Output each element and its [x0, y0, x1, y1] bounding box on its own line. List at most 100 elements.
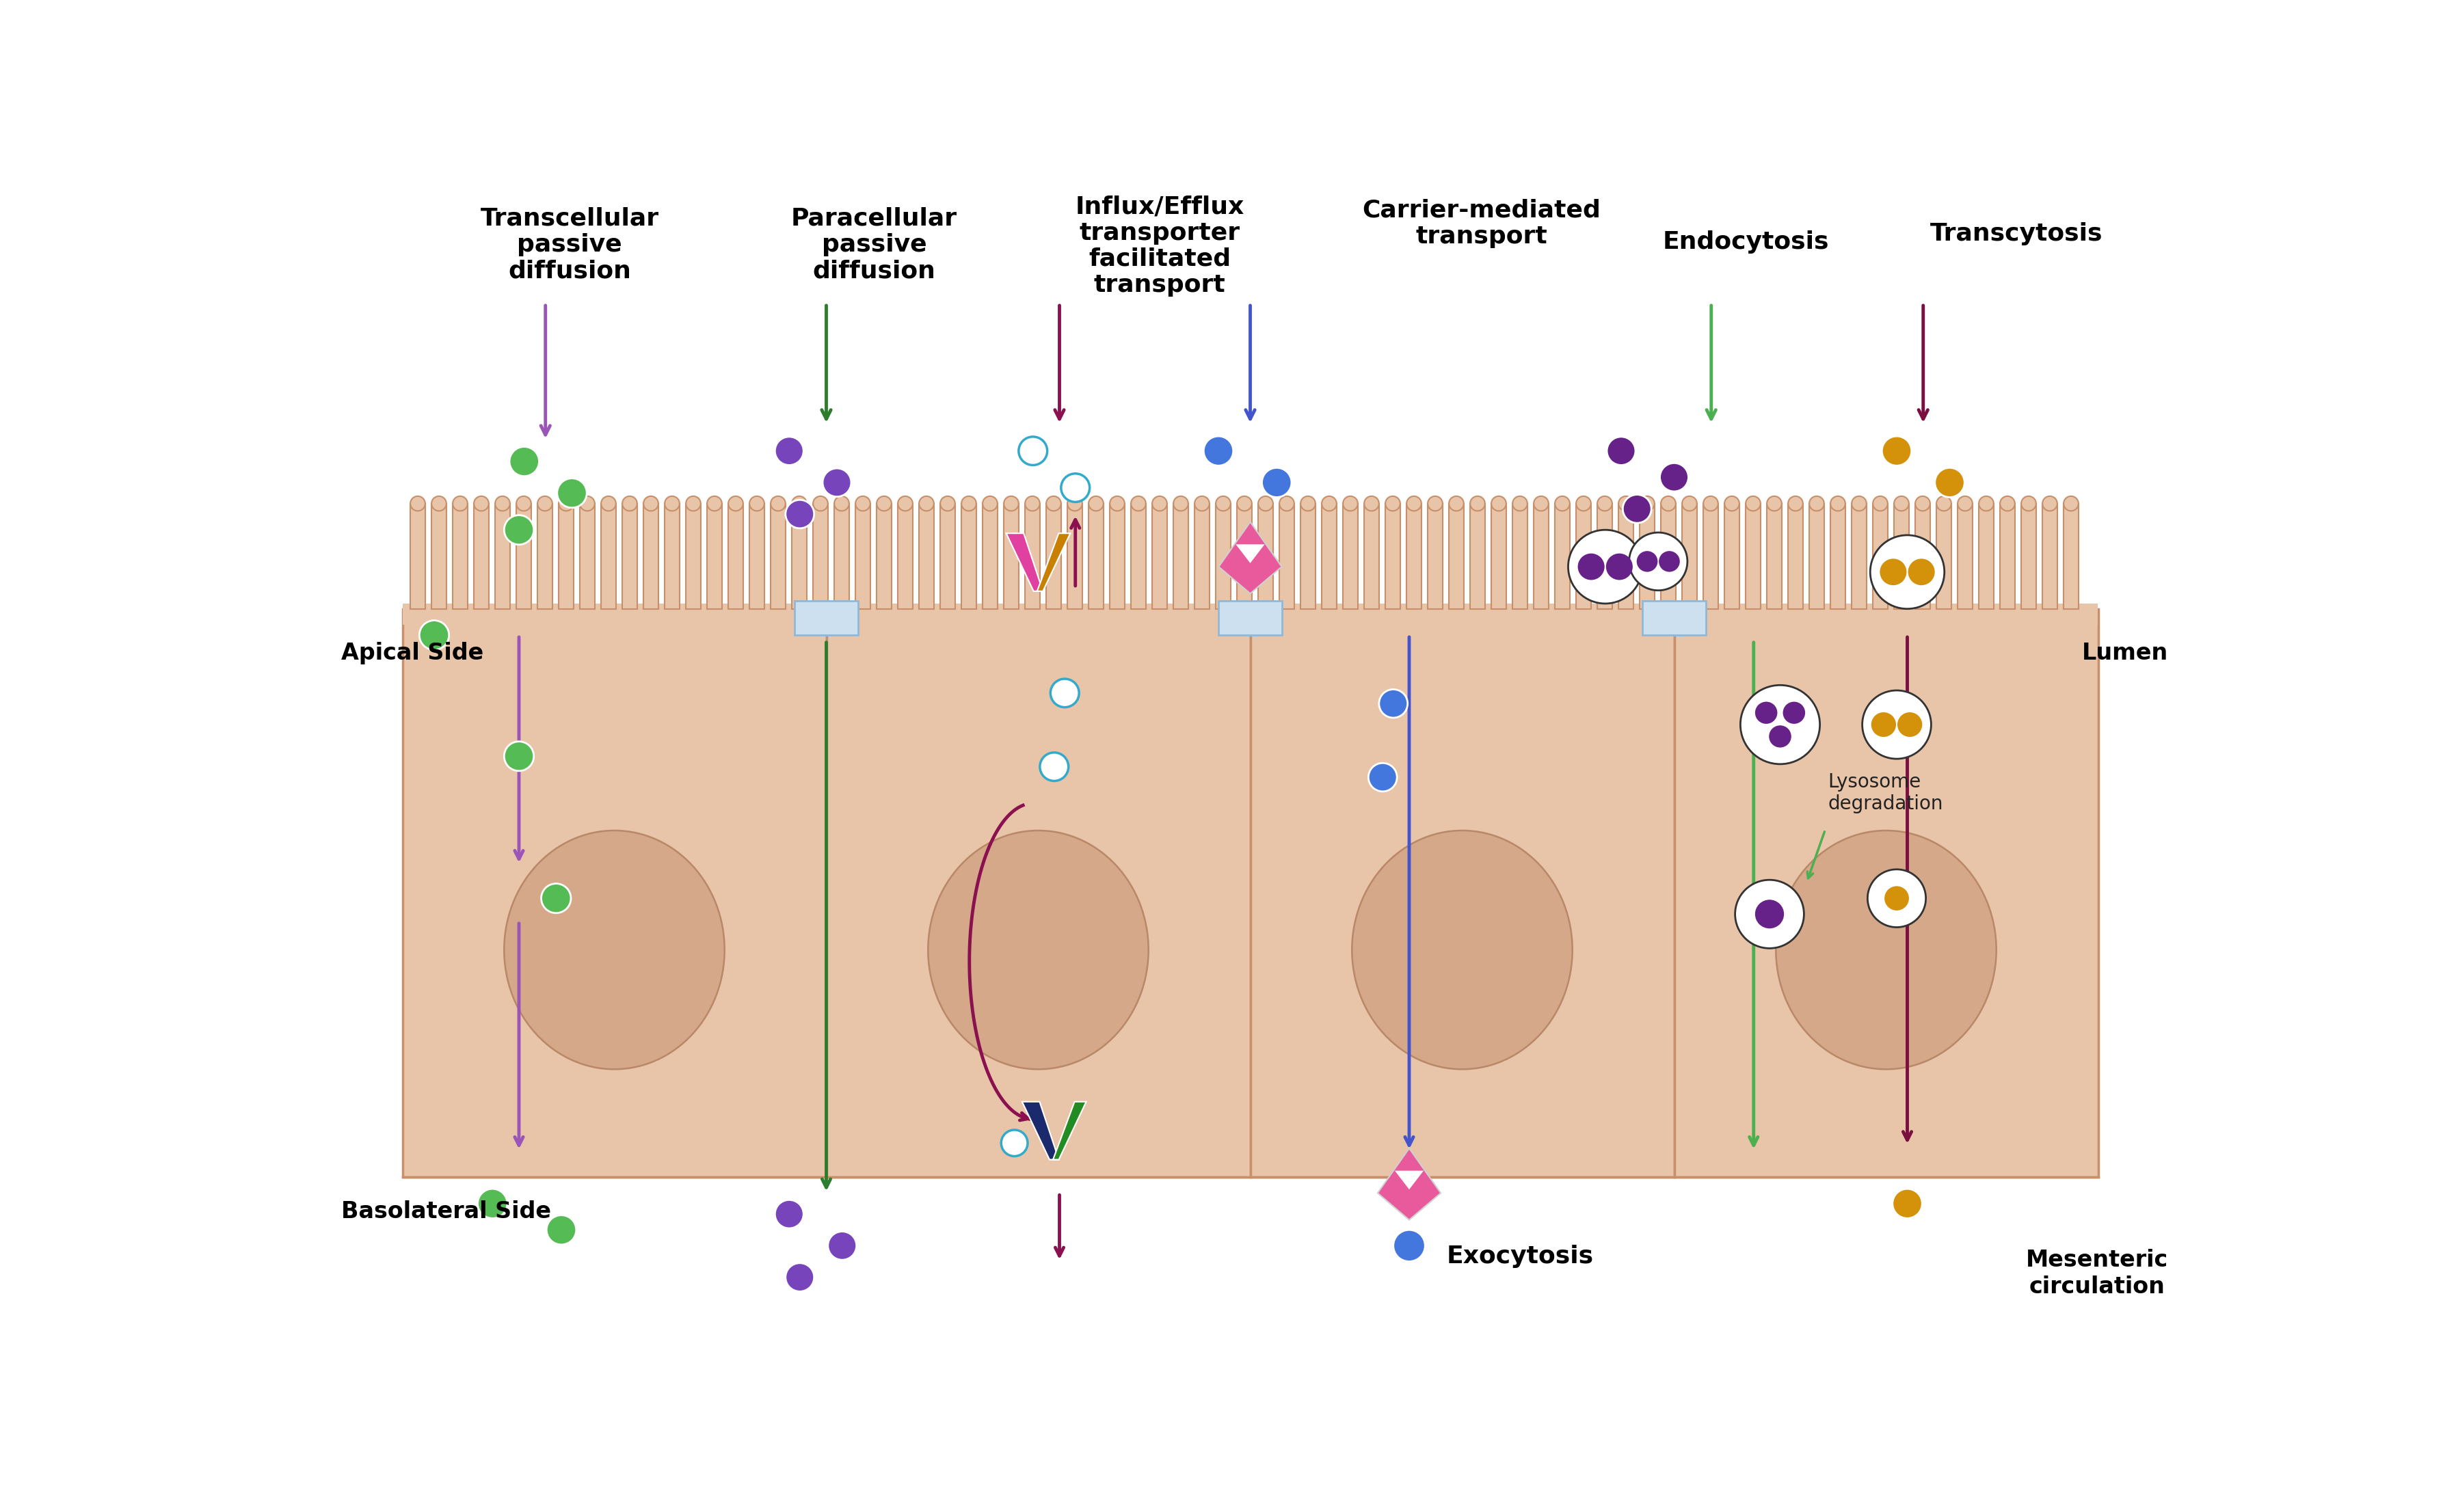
- Circle shape: [1869, 535, 1945, 609]
- Circle shape: [516, 496, 530, 511]
- Bar: [403, 609, 825, 1178]
- Bar: [749, 503, 764, 609]
- Circle shape: [776, 1201, 803, 1228]
- Bar: [941, 503, 955, 609]
- Circle shape: [1862, 691, 1930, 759]
- Circle shape: [538, 496, 553, 511]
- Circle shape: [1569, 529, 1643, 603]
- Bar: [825, 609, 1250, 1178]
- Circle shape: [1682, 496, 1697, 511]
- Text: Lumen: Lumen: [2083, 641, 2169, 664]
- Bar: [1513, 503, 1528, 609]
- Circle shape: [835, 496, 850, 511]
- Circle shape: [1641, 496, 1655, 511]
- Circle shape: [1830, 496, 1844, 511]
- Text: Transcytosis: Transcytosis: [1930, 222, 2102, 245]
- Text: Lysosome
degradation: Lysosome degradation: [1827, 773, 1943, 813]
- Circle shape: [580, 496, 594, 511]
- Bar: [899, 503, 914, 609]
- Bar: [403, 603, 2097, 624]
- Bar: [621, 503, 636, 609]
- Circle shape: [1216, 496, 1230, 511]
- Circle shape: [1088, 496, 1103, 511]
- Bar: [1218, 600, 1282, 635]
- Bar: [1675, 609, 2097, 1178]
- Circle shape: [1533, 496, 1550, 511]
- Bar: [1704, 503, 1719, 609]
- Bar: [516, 503, 530, 609]
- Circle shape: [503, 516, 533, 544]
- Bar: [1619, 503, 1633, 609]
- Circle shape: [1039, 753, 1068, 780]
- Circle shape: [1660, 496, 1675, 511]
- Circle shape: [1174, 496, 1189, 511]
- Bar: [1916, 503, 1930, 609]
- Circle shape: [1491, 496, 1506, 511]
- Circle shape: [1867, 869, 1926, 927]
- Bar: [496, 503, 511, 609]
- Bar: [1427, 503, 1442, 609]
- Circle shape: [1051, 679, 1078, 708]
- Text: Carrier-mediated
transport: Carrier-mediated transport: [1363, 200, 1601, 248]
- Circle shape: [1957, 496, 1972, 511]
- Circle shape: [602, 496, 616, 511]
- Bar: [1641, 503, 1655, 609]
- Circle shape: [1881, 435, 1911, 466]
- Text: Basolateral Side: Basolateral Side: [341, 1201, 550, 1223]
- Circle shape: [1852, 496, 1867, 511]
- Circle shape: [823, 469, 852, 497]
- Bar: [1894, 503, 1908, 609]
- Bar: [1746, 503, 1761, 609]
- Bar: [729, 503, 744, 609]
- Text: Influx/Efflux
transporter
facilitated
transport: Influx/Efflux transporter facilitated tr…: [1076, 195, 1245, 296]
- Circle shape: [432, 496, 447, 511]
- Circle shape: [1788, 496, 1803, 511]
- Circle shape: [1704, 496, 1719, 511]
- Circle shape: [1871, 712, 1896, 736]
- Bar: [855, 503, 869, 609]
- Circle shape: [1203, 435, 1233, 466]
- Bar: [1132, 503, 1147, 609]
- Polygon shape: [1036, 534, 1071, 591]
- Circle shape: [982, 496, 997, 511]
- Circle shape: [1368, 764, 1397, 791]
- Bar: [1874, 503, 1889, 609]
- Circle shape: [786, 1263, 813, 1291]
- Bar: [685, 503, 700, 609]
- Circle shape: [1577, 553, 1604, 581]
- Circle shape: [2063, 496, 2078, 511]
- Bar: [1363, 503, 1378, 609]
- Circle shape: [1606, 553, 1633, 581]
- Circle shape: [1756, 702, 1778, 724]
- Circle shape: [1628, 532, 1687, 590]
- Bar: [1724, 503, 1739, 609]
- Bar: [1533, 503, 1550, 609]
- Circle shape: [1884, 886, 1908, 910]
- Bar: [813, 503, 828, 609]
- Bar: [2063, 503, 2078, 609]
- Circle shape: [503, 741, 533, 771]
- Bar: [1407, 503, 1422, 609]
- Bar: [1957, 503, 1972, 609]
- Circle shape: [1935, 496, 1950, 511]
- Circle shape: [1874, 496, 1889, 511]
- Circle shape: [508, 446, 540, 476]
- Circle shape: [1658, 550, 1680, 572]
- Bar: [580, 503, 594, 609]
- Circle shape: [749, 496, 764, 511]
- Bar: [707, 503, 722, 609]
- Bar: [538, 503, 553, 609]
- Bar: [919, 503, 933, 609]
- Circle shape: [1783, 702, 1805, 724]
- Circle shape: [643, 496, 658, 511]
- Circle shape: [1068, 496, 1083, 511]
- Polygon shape: [1378, 1148, 1442, 1220]
- Circle shape: [1110, 496, 1125, 511]
- Circle shape: [1619, 496, 1633, 511]
- Bar: [643, 503, 658, 609]
- Circle shape: [828, 1231, 857, 1259]
- Circle shape: [1385, 496, 1400, 511]
- Circle shape: [666, 496, 680, 511]
- Circle shape: [1623, 494, 1650, 523]
- Circle shape: [496, 496, 511, 511]
